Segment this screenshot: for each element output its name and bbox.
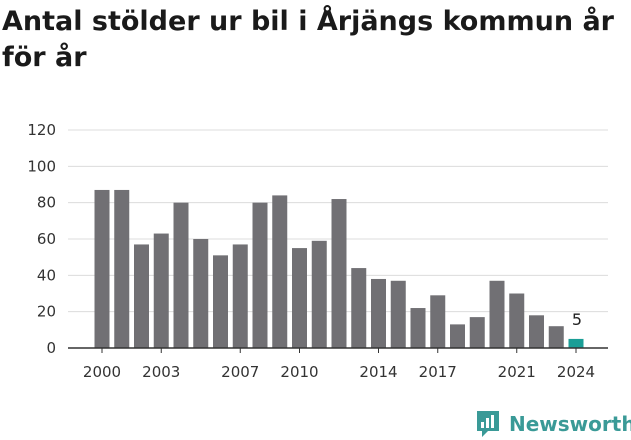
y-tick-label: 20 xyxy=(37,303,56,321)
bar-2002 xyxy=(134,244,149,348)
x-tick-label: 2017 xyxy=(419,363,457,381)
y-tick-label: 60 xyxy=(37,230,56,248)
newsworthy-logo-icon xyxy=(477,411,499,437)
bar-2000 xyxy=(94,189,110,348)
x-axis: 2000 2003 2007 2010 2014 2017 2021 2024 xyxy=(68,347,608,381)
bar-2004 xyxy=(173,202,189,348)
bar-2022 xyxy=(529,315,544,348)
chart-title: Antal stölder ur bil i Årjängs kommun år… xyxy=(2,6,614,73)
y-tick-label: 40 xyxy=(37,266,56,284)
data-labels: 5 xyxy=(572,310,582,329)
bar-2014 xyxy=(371,278,386,348)
bar-2009 xyxy=(272,195,288,348)
newsworthy-brand: Newsworthy xyxy=(475,408,631,440)
data-label: 5 xyxy=(572,310,582,329)
y-tick-label: 100 xyxy=(27,157,56,175)
bar-2016 xyxy=(410,308,426,348)
x-tick-label: 2024 xyxy=(557,363,595,381)
y-tick-label: 0 xyxy=(46,339,56,357)
x-tick-label: 2021 xyxy=(498,363,536,381)
bar-2021 xyxy=(509,293,525,348)
bar-2020 xyxy=(489,280,505,348)
y-tick-label: 80 xyxy=(37,194,56,212)
bar-2010 xyxy=(292,248,307,348)
bar-2023 xyxy=(548,326,564,348)
bars xyxy=(94,189,584,348)
y-tick-label: 120 xyxy=(27,121,56,139)
bar-2003 xyxy=(153,233,169,348)
x-tick-label: 2003 xyxy=(142,363,180,381)
bar-2005 xyxy=(193,239,209,348)
bar-2011 xyxy=(311,240,327,348)
bar-2007 xyxy=(232,244,248,348)
bar-2012 xyxy=(331,199,347,348)
bar-2001 xyxy=(114,189,130,348)
x-tick-label: 2014 xyxy=(359,363,397,381)
bar-2018 xyxy=(450,324,465,348)
brand-name: Newsworthy xyxy=(509,412,631,436)
x-tick-label: 2010 xyxy=(280,363,318,381)
bar-2008 xyxy=(252,202,268,348)
x-tick-label: 2000 xyxy=(83,363,121,381)
bar-2017 xyxy=(430,295,446,348)
bar-2006 xyxy=(213,255,228,348)
y-axis-ticks: 0 20 40 60 80 100 120 xyxy=(27,121,56,357)
bar-2015 xyxy=(390,280,406,348)
x-tick-label: 2007 xyxy=(221,363,259,381)
bar-2019 xyxy=(469,317,485,348)
bar-2013 xyxy=(351,268,367,348)
bar-2024 xyxy=(568,338,584,348)
